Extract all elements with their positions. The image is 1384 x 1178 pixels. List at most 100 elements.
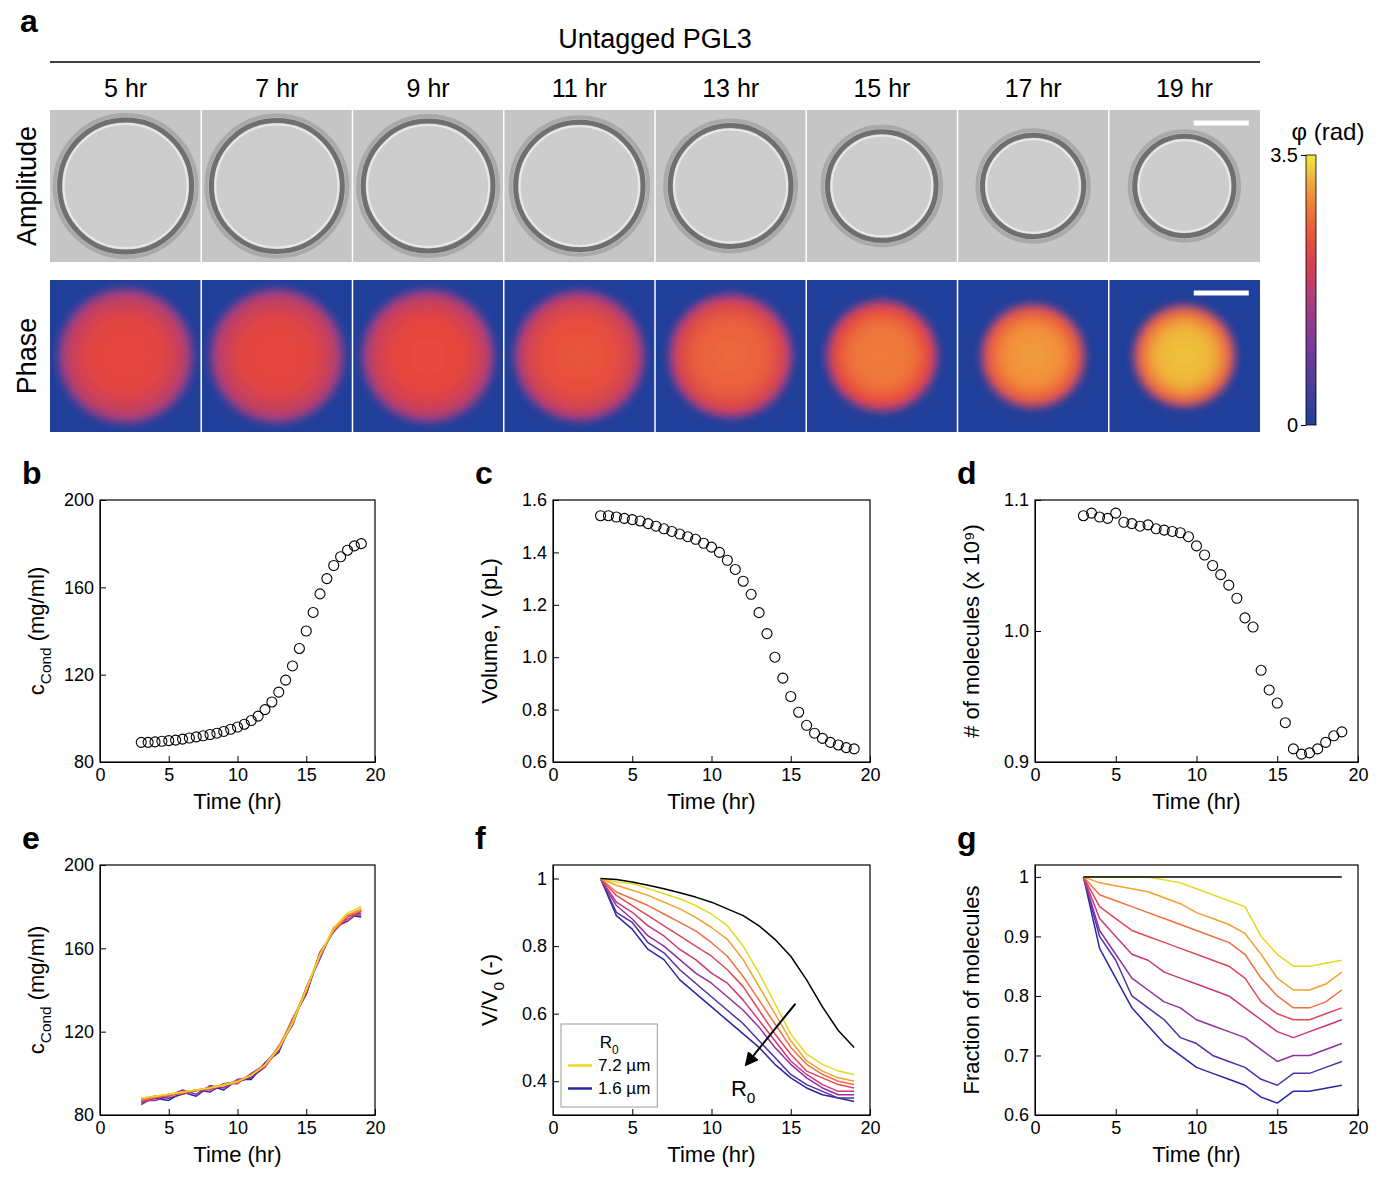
tick-mark (1197, 1109, 1198, 1115)
tick-label: 15 (297, 765, 317, 785)
legend-swatch (568, 1064, 592, 1067)
droplet-rim (367, 125, 489, 247)
phase-tile (1109, 280, 1260, 432)
text-segment: R (731, 1076, 747, 1101)
text-segment: 0 (747, 1089, 756, 1106)
tick: 15 (781, 756, 801, 785)
tick-label: 1.2 (522, 595, 547, 615)
tick: 10 (1187, 1109, 1207, 1138)
tick-label: 1.0 (1004, 621, 1029, 641)
droplet-rim (674, 130, 787, 243)
amplitude-tile (655, 110, 806, 262)
tile-background (958, 280, 1109, 432)
tile-background (50, 280, 201, 432)
data-point (191, 732, 201, 742)
tick-mark (1301, 425, 1306, 426)
tick-label: 80 (74, 752, 94, 772)
tick-mark (306, 1109, 307, 1115)
tick-mark (100, 675, 106, 676)
axis: 05101520 (95, 1109, 385, 1138)
droplet-amplitude (363, 121, 493, 251)
tile-background (1109, 110, 1260, 262)
time-label: 15 hr (853, 74, 910, 102)
tile-background (504, 110, 655, 262)
droplet-rim (986, 139, 1079, 232)
tick-label: 10 (702, 1118, 722, 1138)
tick-label: 160 (64, 578, 94, 598)
annotation: R0 (731, 1076, 755, 1106)
tick: 1 (537, 869, 559, 889)
tick-mark (1035, 936, 1041, 937)
data-point (171, 735, 181, 745)
tick-label: 20 (365, 1118, 385, 1138)
data-point (281, 675, 291, 685)
plot-area (1078, 508, 1346, 759)
panel-title: Untagged PGL3 (558, 24, 752, 54)
data-point (329, 561, 339, 571)
data-point (849, 744, 859, 754)
data-point (596, 511, 606, 521)
tick-label: 10 (1187, 765, 1207, 785)
data-point (301, 626, 311, 636)
time-label: 13 hr (702, 74, 759, 102)
text-segment: V/V (477, 990, 502, 1026)
x-axis-title: Time (hr) (1152, 1142, 1240, 1167)
row-label: Phase (12, 318, 42, 395)
legend: 7.2 µm1.6 µmR0 (561, 1024, 657, 1107)
tile-background (806, 110, 957, 262)
plot-frame (100, 865, 375, 1115)
data-line (601, 879, 855, 1048)
panel: 0510152080120160200Time (hr)cCond (mg/ml… (22, 455, 386, 814)
tick-label: 1.1 (1004, 490, 1029, 510)
data-point (778, 673, 788, 683)
colorbar (1306, 155, 1316, 425)
droplet-phase (209, 289, 344, 424)
panel: 0510152080120160200Time (hr)cCond (mg/ml… (22, 820, 386, 1167)
droplet-amplitude (670, 126, 791, 247)
data-point (1183, 532, 1193, 542)
tick-label: 0.9 (1004, 927, 1029, 947)
title-rule (50, 61, 1260, 63)
tick-mark (1035, 877, 1041, 878)
tick: 10 (702, 1109, 722, 1138)
tick-label: 10 (1187, 1118, 1207, 1138)
tick-label: 0 (1030, 765, 1040, 785)
droplet-halo (823, 127, 942, 246)
phase-tile (655, 280, 806, 432)
droplet-halo (665, 121, 796, 252)
tick: 5 (628, 756, 638, 785)
amplitude-tile (806, 110, 957, 262)
data-point (1192, 541, 1202, 551)
data-line (1083, 877, 1341, 1020)
tile-background (353, 110, 504, 262)
phase-tile (50, 280, 201, 432)
legend-title: R0 (600, 1033, 619, 1056)
tick-label: 80 (74, 1105, 94, 1125)
droplet-phase (980, 303, 1085, 408)
panel-letter: c (475, 455, 493, 491)
tick-mark (553, 552, 559, 553)
data-point (762, 629, 772, 639)
phase-tile (958, 280, 1109, 432)
panel: 051015200.60.70.80.91Time (hr)Fraction o… (957, 820, 1369, 1167)
tick-mark (553, 710, 559, 711)
plot-area (1083, 877, 1341, 1103)
text-segment: (mg/ml) (24, 926, 49, 1007)
tile-divider (957, 280, 959, 432)
droplet-phase (514, 290, 645, 421)
tick-mark (1035, 996, 1041, 997)
tick-mark (238, 756, 239, 762)
data-point (722, 555, 732, 565)
tile-divider (654, 110, 656, 262)
time-label: 11 hr (552, 74, 607, 102)
plot-frame (1035, 500, 1358, 762)
tick-label: 1.0 (522, 647, 547, 667)
tick: 5 (628, 1109, 638, 1138)
droplet-amplitude (516, 122, 643, 249)
droplet-amplitude (211, 121, 342, 252)
tick-label: 10 (702, 765, 722, 785)
data-line (1083, 877, 1341, 1085)
droplet-phase (1133, 304, 1236, 407)
tick-label: 0.4 (522, 1071, 547, 1091)
data-point (308, 607, 318, 617)
